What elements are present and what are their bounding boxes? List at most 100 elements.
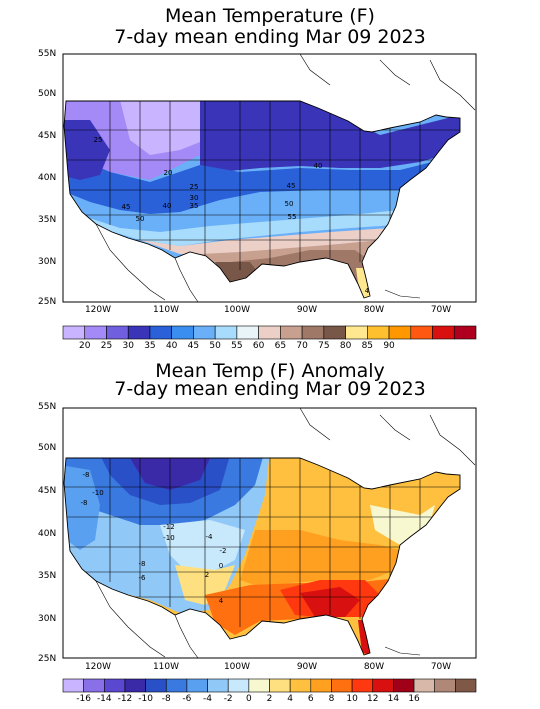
colorbar-label: -12 xyxy=(117,694,133,704)
contour-label: -10 xyxy=(92,489,103,497)
anomaly-map: -8 -10 -8 -12 -10 -4 -2 -8 -6 0 2 4 xyxy=(62,407,477,693)
contour-label: -2 xyxy=(220,547,227,555)
lon-label: 100W xyxy=(223,305,251,315)
colorbar-label: 16 xyxy=(408,694,420,704)
lon-label: 80W xyxy=(363,305,385,315)
contour-label: 4 xyxy=(365,287,370,295)
state-boundaries xyxy=(64,458,460,627)
colorbar-swatch xyxy=(269,678,291,693)
lat-label: 55N xyxy=(38,49,57,59)
contour-label: -8 xyxy=(139,560,146,568)
lon-label: 110W xyxy=(152,305,180,315)
colorbar-swatch xyxy=(186,678,208,693)
contour-label: -8 xyxy=(83,471,90,479)
contour-label: 55 xyxy=(288,213,297,221)
mean-temperature-panel: Mean Temperature (F) 7-day mean ending M… xyxy=(38,5,477,351)
colorbar-label: 60 xyxy=(252,341,265,351)
lat-label: 30N xyxy=(38,614,57,624)
lat-label: 45N xyxy=(38,131,57,141)
colorbar-swatch xyxy=(124,678,146,693)
lon-label: 80W xyxy=(363,662,385,672)
lat-label: 35N xyxy=(38,215,57,225)
lat-label: 25N xyxy=(38,654,57,664)
lon-label: 120W xyxy=(84,662,112,672)
colorbar-swatch xyxy=(248,678,270,693)
lat-label: 50N xyxy=(38,443,57,453)
colorbar-swatch xyxy=(351,678,374,693)
colorbar-swatch xyxy=(227,678,250,693)
colorbar-swatch xyxy=(62,678,84,693)
colorbar-swatch xyxy=(301,325,325,340)
colorbar-label: 35 xyxy=(144,341,156,351)
colorbar-swatch xyxy=(83,678,105,693)
colorbar-label: 8 xyxy=(328,694,335,704)
colorbar-label: 25 xyxy=(100,341,113,351)
lat-label: 25N xyxy=(38,297,57,307)
contour-label: 40 xyxy=(163,202,172,210)
colorbar-label: 0 xyxy=(245,694,252,704)
contour-label: 40 xyxy=(314,162,323,170)
colorbar-swatch xyxy=(372,678,394,693)
lat-label: 40N xyxy=(38,529,57,539)
colorbar-label: 20 xyxy=(79,341,91,351)
contour-label: -12 xyxy=(163,523,174,531)
outside-coastlines xyxy=(95,53,476,303)
lon-label: 70W xyxy=(430,662,452,672)
colorbar-label: -10 xyxy=(138,694,153,704)
colorbar-swatch xyxy=(258,325,281,340)
colorbar-swatch xyxy=(62,325,86,340)
colorbar-swatch xyxy=(280,325,303,340)
colorbar-swatch xyxy=(432,325,455,340)
colorbar-swatch xyxy=(367,325,390,340)
contour-label: 20 xyxy=(164,169,173,177)
lon-label: 100W xyxy=(223,662,251,672)
map-title-line1: Mean Temperature (F) xyxy=(165,5,375,27)
map-title-line2: 7-day mean ending Mar 09 2023 xyxy=(114,378,426,400)
colorbar-swatch xyxy=(388,325,412,340)
colorbar-label: 40 xyxy=(165,341,178,351)
contour-label: -6 xyxy=(139,574,147,582)
colorbar-swatch xyxy=(104,678,126,693)
colorbar-swatch xyxy=(413,678,435,693)
lon-label: 120W xyxy=(84,305,112,315)
map-title-line2: 7-day mean ending Mar 09 2023 xyxy=(114,26,426,48)
contour-label: 2 xyxy=(205,571,209,579)
contour-label: 30 xyxy=(190,194,199,202)
colorbar-label: 6 xyxy=(307,694,314,704)
temperature-map: 25 20 25 30 35 40 45 50 40 45 50 55 4 xyxy=(62,53,477,340)
colorbar-label: -16 xyxy=(76,694,91,704)
colorbar-swatch xyxy=(310,678,332,693)
contour-label: 25 xyxy=(190,183,199,191)
colorbar-swatch xyxy=(106,325,129,340)
colorbar-label: -6 xyxy=(182,694,192,704)
colorbar-label: 80 xyxy=(339,341,352,351)
colorbar-swatch xyxy=(193,325,216,340)
lon-label: 90W xyxy=(296,305,318,315)
contour-labels: 25 20 25 30 35 40 45 50 40 45 50 55 4 xyxy=(94,136,370,295)
contour-label: 45 xyxy=(122,203,131,211)
contour-label: 25 xyxy=(94,136,103,144)
contour-labels: -8 -10 -8 -12 -10 -4 -2 -8 -6 0 2 4 xyxy=(81,471,227,605)
colorbar-swatch xyxy=(207,678,229,693)
lat-label: 35N xyxy=(38,571,57,581)
anomaly-colorbar xyxy=(62,678,477,693)
contour-label: -10 xyxy=(163,534,174,542)
colorbar-swatch xyxy=(345,325,368,340)
colorbar-label: 90 xyxy=(383,341,395,351)
colorbar-swatch xyxy=(289,678,312,693)
state-boundaries xyxy=(64,101,460,270)
lat-label: 30N xyxy=(38,257,57,267)
colorbar-swatch xyxy=(331,678,353,693)
lon-label: 110W xyxy=(152,662,180,672)
colorbar-label: 55 xyxy=(231,341,243,351)
colorbar-label: 4 xyxy=(287,694,293,704)
colorbar-label: 30 xyxy=(122,341,134,351)
colorbar-swatch xyxy=(236,325,259,340)
colorbar-swatch xyxy=(455,678,477,693)
colorbar-label: 12 xyxy=(367,694,379,704)
colorbar-swatch xyxy=(127,325,151,340)
us-outline xyxy=(63,100,461,299)
colorbar-label: -2 xyxy=(223,694,233,704)
colorbar-swatch xyxy=(171,325,194,340)
colorbar-swatch xyxy=(214,325,238,340)
